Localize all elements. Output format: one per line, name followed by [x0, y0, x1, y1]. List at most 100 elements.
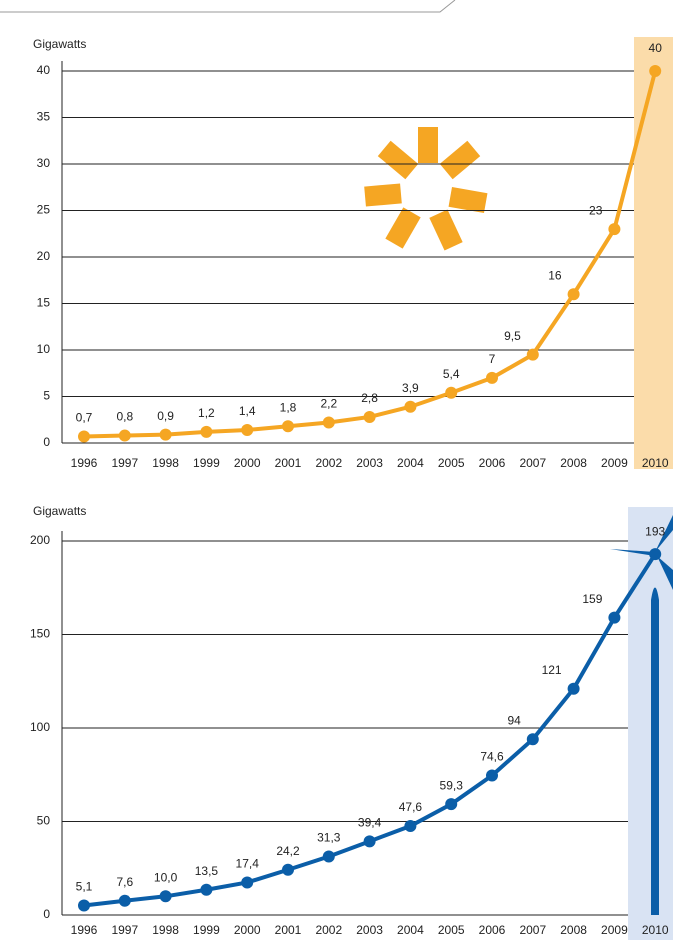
data-label: 59,3 — [440, 778, 464, 792]
data-point — [241, 423, 254, 436]
decoration — [364, 127, 488, 251]
x-tick-label: 1999 — [193, 923, 220, 937]
x-tick-label: 2002 — [315, 923, 342, 937]
data-label: 7,6 — [116, 875, 133, 889]
data-label: 7 — [489, 352, 496, 366]
x-tick-label: 2003 — [356, 456, 383, 470]
data-label: 94 — [507, 713, 521, 727]
data-label: 193 — [645, 524, 665, 538]
data-point — [445, 386, 458, 399]
x-tick-label: 2006 — [479, 923, 506, 937]
turbine-tower — [651, 587, 659, 915]
data-point — [78, 430, 90, 443]
sun-icon — [364, 127, 488, 251]
y-tick-label: 5 — [43, 389, 50, 403]
data-point — [649, 548, 662, 561]
data-point — [445, 798, 458, 811]
x-tick-label: 2005 — [438, 923, 465, 937]
data-label: 1,4 — [239, 404, 256, 418]
data-point — [282, 420, 294, 433]
data-point — [322, 850, 335, 863]
data-point — [567, 288, 580, 301]
y-tick-label: 30 — [37, 156, 51, 170]
x-tick-label: 2008 — [560, 923, 587, 937]
data-point — [363, 410, 376, 423]
x-tick-label: 2002 — [315, 456, 342, 470]
data-label: 10,0 — [154, 870, 178, 884]
x-tick-label: 1999 — [193, 456, 220, 470]
data-point — [200, 883, 213, 896]
frame-line — [0, 0, 456, 13]
data-point — [526, 733, 539, 746]
x-tick-label: 2000 — [234, 923, 261, 937]
y-tick-label: 35 — [37, 110, 51, 124]
y-tick-label: 0 — [43, 907, 50, 921]
data-point — [241, 876, 254, 889]
data-point — [118, 429, 131, 442]
data-label: 2,2 — [320, 397, 337, 411]
data-label: 9,5 — [504, 329, 521, 343]
data-label: 121 — [542, 663, 562, 677]
y-axis-label: Gigawatts — [33, 504, 86, 518]
x-tick-label: 2005 — [438, 456, 465, 470]
data-label: 1,2 — [198, 406, 215, 420]
data-point — [649, 65, 662, 77]
data-line — [83, 553, 657, 908]
x-tick-label: 1998 — [152, 456, 179, 470]
data-label: 24,2 — [276, 844, 300, 858]
x-tick-label: 1998 — [152, 923, 179, 937]
data-label: 159 — [582, 592, 602, 606]
x-tick-label: 2000 — [234, 456, 261, 470]
y-tick-label: 150 — [30, 627, 50, 641]
data-point — [404, 819, 417, 832]
data-line — [83, 70, 658, 439]
highlight-band — [634, 37, 673, 469]
y-tick-label: 25 — [37, 203, 51, 217]
data-label: 16 — [548, 268, 562, 282]
data-label: 47,6 — [399, 800, 423, 814]
x-tick-label: 2001 — [275, 923, 302, 937]
data-label: 5,1 — [76, 880, 93, 894]
data-point — [567, 682, 580, 695]
data-point — [118, 894, 131, 907]
data-label: 3,9 — [402, 381, 419, 395]
x-tick-label: 1996 — [71, 456, 98, 470]
data-label: 17,4 — [236, 857, 260, 871]
data-label: 31,3 — [317, 831, 341, 845]
turbine-blade — [655, 515, 673, 552]
data-point — [282, 863, 294, 876]
x-tick-label: 1996 — [71, 923, 98, 937]
data-point — [322, 416, 335, 429]
data-label: 74,6 — [480, 750, 504, 764]
x-tick-label: 2010 — [642, 456, 669, 470]
y-tick-label: 40 — [37, 63, 51, 77]
y-axis-label: Gigawatts — [33, 37, 86, 51]
data-point — [78, 899, 90, 912]
x-tick-label: 2008 — [560, 456, 587, 470]
data-label: 23 — [589, 203, 603, 217]
data-label: 0,9 — [157, 409, 174, 423]
x-tick-label: 2007 — [519, 456, 546, 470]
data-label: 2,8 — [361, 391, 378, 405]
y-tick-label: 10 — [37, 342, 51, 356]
y-tick-label: 50 — [37, 814, 51, 828]
data-point — [608, 611, 621, 624]
data-label: 1,8 — [280, 400, 297, 414]
data-label: 0,7 — [76, 411, 93, 425]
data-point — [200, 425, 213, 438]
x-tick-label: 2007 — [519, 923, 546, 937]
highlight-band — [628, 507, 673, 940]
data-point — [404, 400, 417, 413]
x-tick-label: 2006 — [479, 456, 506, 470]
background — [610, 37, 673, 940]
x-tick-label: 1997 — [111, 923, 138, 937]
data-point — [159, 890, 172, 903]
data-point — [363, 835, 376, 848]
data-point — [526, 348, 539, 361]
data-point — [486, 769, 498, 782]
y-tick-label: 0 — [43, 435, 50, 449]
y-tick-label: 20 — [37, 249, 51, 263]
data-label: 0,8 — [116, 410, 133, 424]
data-label: 40 — [649, 41, 663, 55]
